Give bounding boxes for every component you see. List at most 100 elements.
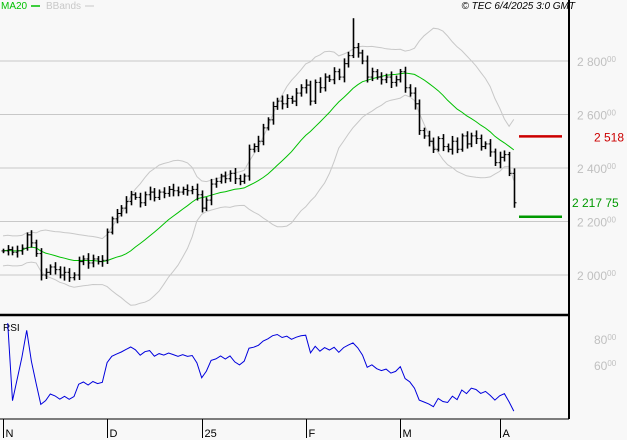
time-tick-label: F xyxy=(309,428,316,440)
price-bar xyxy=(375,69,380,80)
price-bar xyxy=(58,266,63,279)
price-bar xyxy=(337,68,342,81)
support-label: 2 217 75 xyxy=(572,196,619,210)
price-bar xyxy=(294,88,299,107)
price-bar xyxy=(53,262,58,275)
price-bar xyxy=(152,188,157,202)
price-bar xyxy=(304,79,309,94)
price-bar xyxy=(223,171,228,184)
price-bar xyxy=(512,168,517,208)
price-bar xyxy=(10,246,15,256)
price-bar xyxy=(351,18,356,59)
price-bar xyxy=(228,170,233,182)
price-bar xyxy=(48,264,53,275)
price-bar xyxy=(398,68,403,83)
price-tick-label: 2 80000 xyxy=(577,55,616,69)
price-bar xyxy=(171,183,176,197)
price-bar xyxy=(323,73,328,92)
legend-ma20: MA20 xyxy=(1,1,28,12)
price-bar xyxy=(450,135,455,155)
price-bar xyxy=(242,173,247,184)
price-bar xyxy=(502,150,507,162)
price-bar xyxy=(81,255,86,266)
price-bar xyxy=(455,137,460,154)
price-bar xyxy=(185,184,190,196)
price-bar xyxy=(96,256,101,265)
price-bar xyxy=(469,132,474,148)
price-bar xyxy=(290,95,295,104)
price-bar xyxy=(209,178,214,206)
price-bar xyxy=(431,137,436,153)
price-bar xyxy=(138,192,143,208)
price-bar xyxy=(441,134,446,152)
price-bar xyxy=(204,197,209,212)
price-bar xyxy=(133,192,138,200)
price-tick-label: 2 40000 xyxy=(577,162,616,176)
price-bar xyxy=(219,173,224,184)
price-bar xyxy=(403,66,408,93)
price-bar xyxy=(384,73,389,84)
price-bar xyxy=(507,151,512,177)
legend-bbands: BBands xyxy=(46,1,81,12)
price-bar xyxy=(20,244,25,255)
price-bar xyxy=(389,71,394,89)
price-bar xyxy=(176,186,181,197)
price-bar xyxy=(39,248,44,281)
price-bar xyxy=(247,144,252,181)
price-tick-label: 2 60000 xyxy=(577,109,616,123)
price-bar xyxy=(488,139,493,157)
price-bar xyxy=(479,134,484,151)
price-bar xyxy=(342,58,347,83)
price-bar xyxy=(200,190,205,213)
price-bar xyxy=(143,191,148,206)
price-bar xyxy=(483,141,488,150)
price-bar xyxy=(91,254,96,268)
price-bar xyxy=(6,245,11,256)
price-tick-label: 2 00000 xyxy=(577,269,616,283)
price-bar xyxy=(299,84,304,97)
price-bar xyxy=(100,255,105,267)
rsi-axis-labels: 8000 6000 xyxy=(594,333,617,373)
price-bar xyxy=(413,87,418,110)
price-bar xyxy=(498,151,503,169)
price-bar xyxy=(313,79,318,105)
price-bar xyxy=(195,183,200,201)
price-bar xyxy=(29,230,34,248)
price-bar xyxy=(308,80,313,106)
time-tick-label: 25 xyxy=(205,428,217,440)
price-bar xyxy=(124,196,129,214)
price-levels: 2 518 0 2 217 75 xyxy=(519,130,627,219)
rsi-label: RSI xyxy=(3,323,20,334)
copyright-timestamp: © TEC 6/4/2025 3:0 GMT xyxy=(461,1,575,12)
price-bars xyxy=(1,18,517,282)
price-bar xyxy=(1,248,6,254)
price-bar xyxy=(261,123,266,146)
price-bar xyxy=(77,256,82,280)
price-bar xyxy=(318,77,323,93)
legend: MA20 BBands xyxy=(1,1,94,12)
rsi-line xyxy=(7,323,515,412)
price-bar xyxy=(394,75,399,87)
price-bar xyxy=(365,55,370,83)
price-bar xyxy=(181,186,186,195)
price-bar xyxy=(110,216,115,235)
price-bar xyxy=(460,133,465,152)
price-bar xyxy=(427,130,432,147)
price-bar xyxy=(190,185,195,195)
price-bar xyxy=(214,177,219,188)
price-bar xyxy=(34,239,39,257)
price-bar xyxy=(238,174,243,186)
price-bar xyxy=(422,127,427,139)
rsi-tick-label: 6000 xyxy=(594,359,617,373)
time-tick-label: D xyxy=(110,428,118,440)
price-bar xyxy=(157,189,162,200)
price-bar xyxy=(167,186,172,197)
rsi-tick-label: 8000 xyxy=(594,333,617,347)
price-bar xyxy=(285,94,290,108)
price-bar xyxy=(379,72,384,85)
price-bar xyxy=(44,268,49,280)
price-bar xyxy=(72,272,77,281)
price-bar xyxy=(233,168,238,184)
price-bar xyxy=(360,49,365,65)
